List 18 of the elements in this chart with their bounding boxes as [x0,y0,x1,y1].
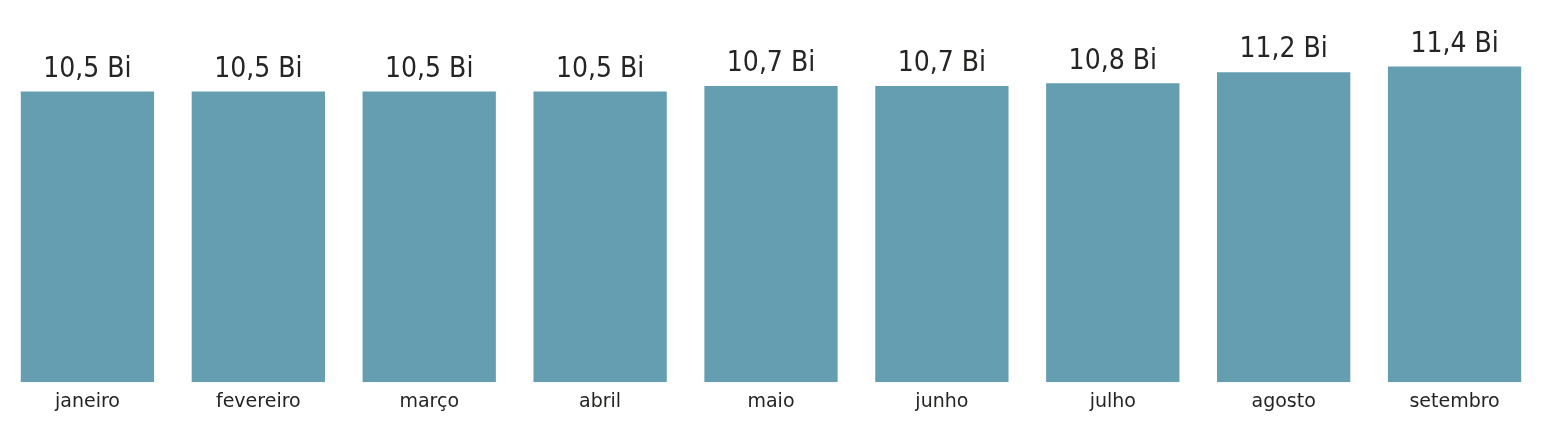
data-label: 10,8 Bi [1068,42,1157,76]
x-tick-label: agosto [1251,388,1316,411]
data-label: 11,4 Bi [1410,25,1499,59]
x-tick-label: janeiro [53,388,120,411]
x-tick-label: março [399,388,460,411]
data-label: 10,5 Bi [43,50,132,84]
data-label: 10,7 Bi [726,45,816,79]
x-tick-label: maio [747,388,795,411]
data-label: 10,5 Bi [385,50,474,84]
x-tick-label: junho [914,388,969,411]
x-tick-label: julho [1088,388,1136,411]
data-label: 10,5 Bi [214,50,303,84]
x-tick-label: fevereiro [215,388,301,411]
data-label: 10,5 Bi [555,50,645,84]
x-tick-label: abril [579,388,622,411]
data-label: 11,2 Bi [1239,31,1328,65]
x-tick-label: setembro [1409,388,1500,411]
data-label: 10,7 Bi [897,45,987,79]
